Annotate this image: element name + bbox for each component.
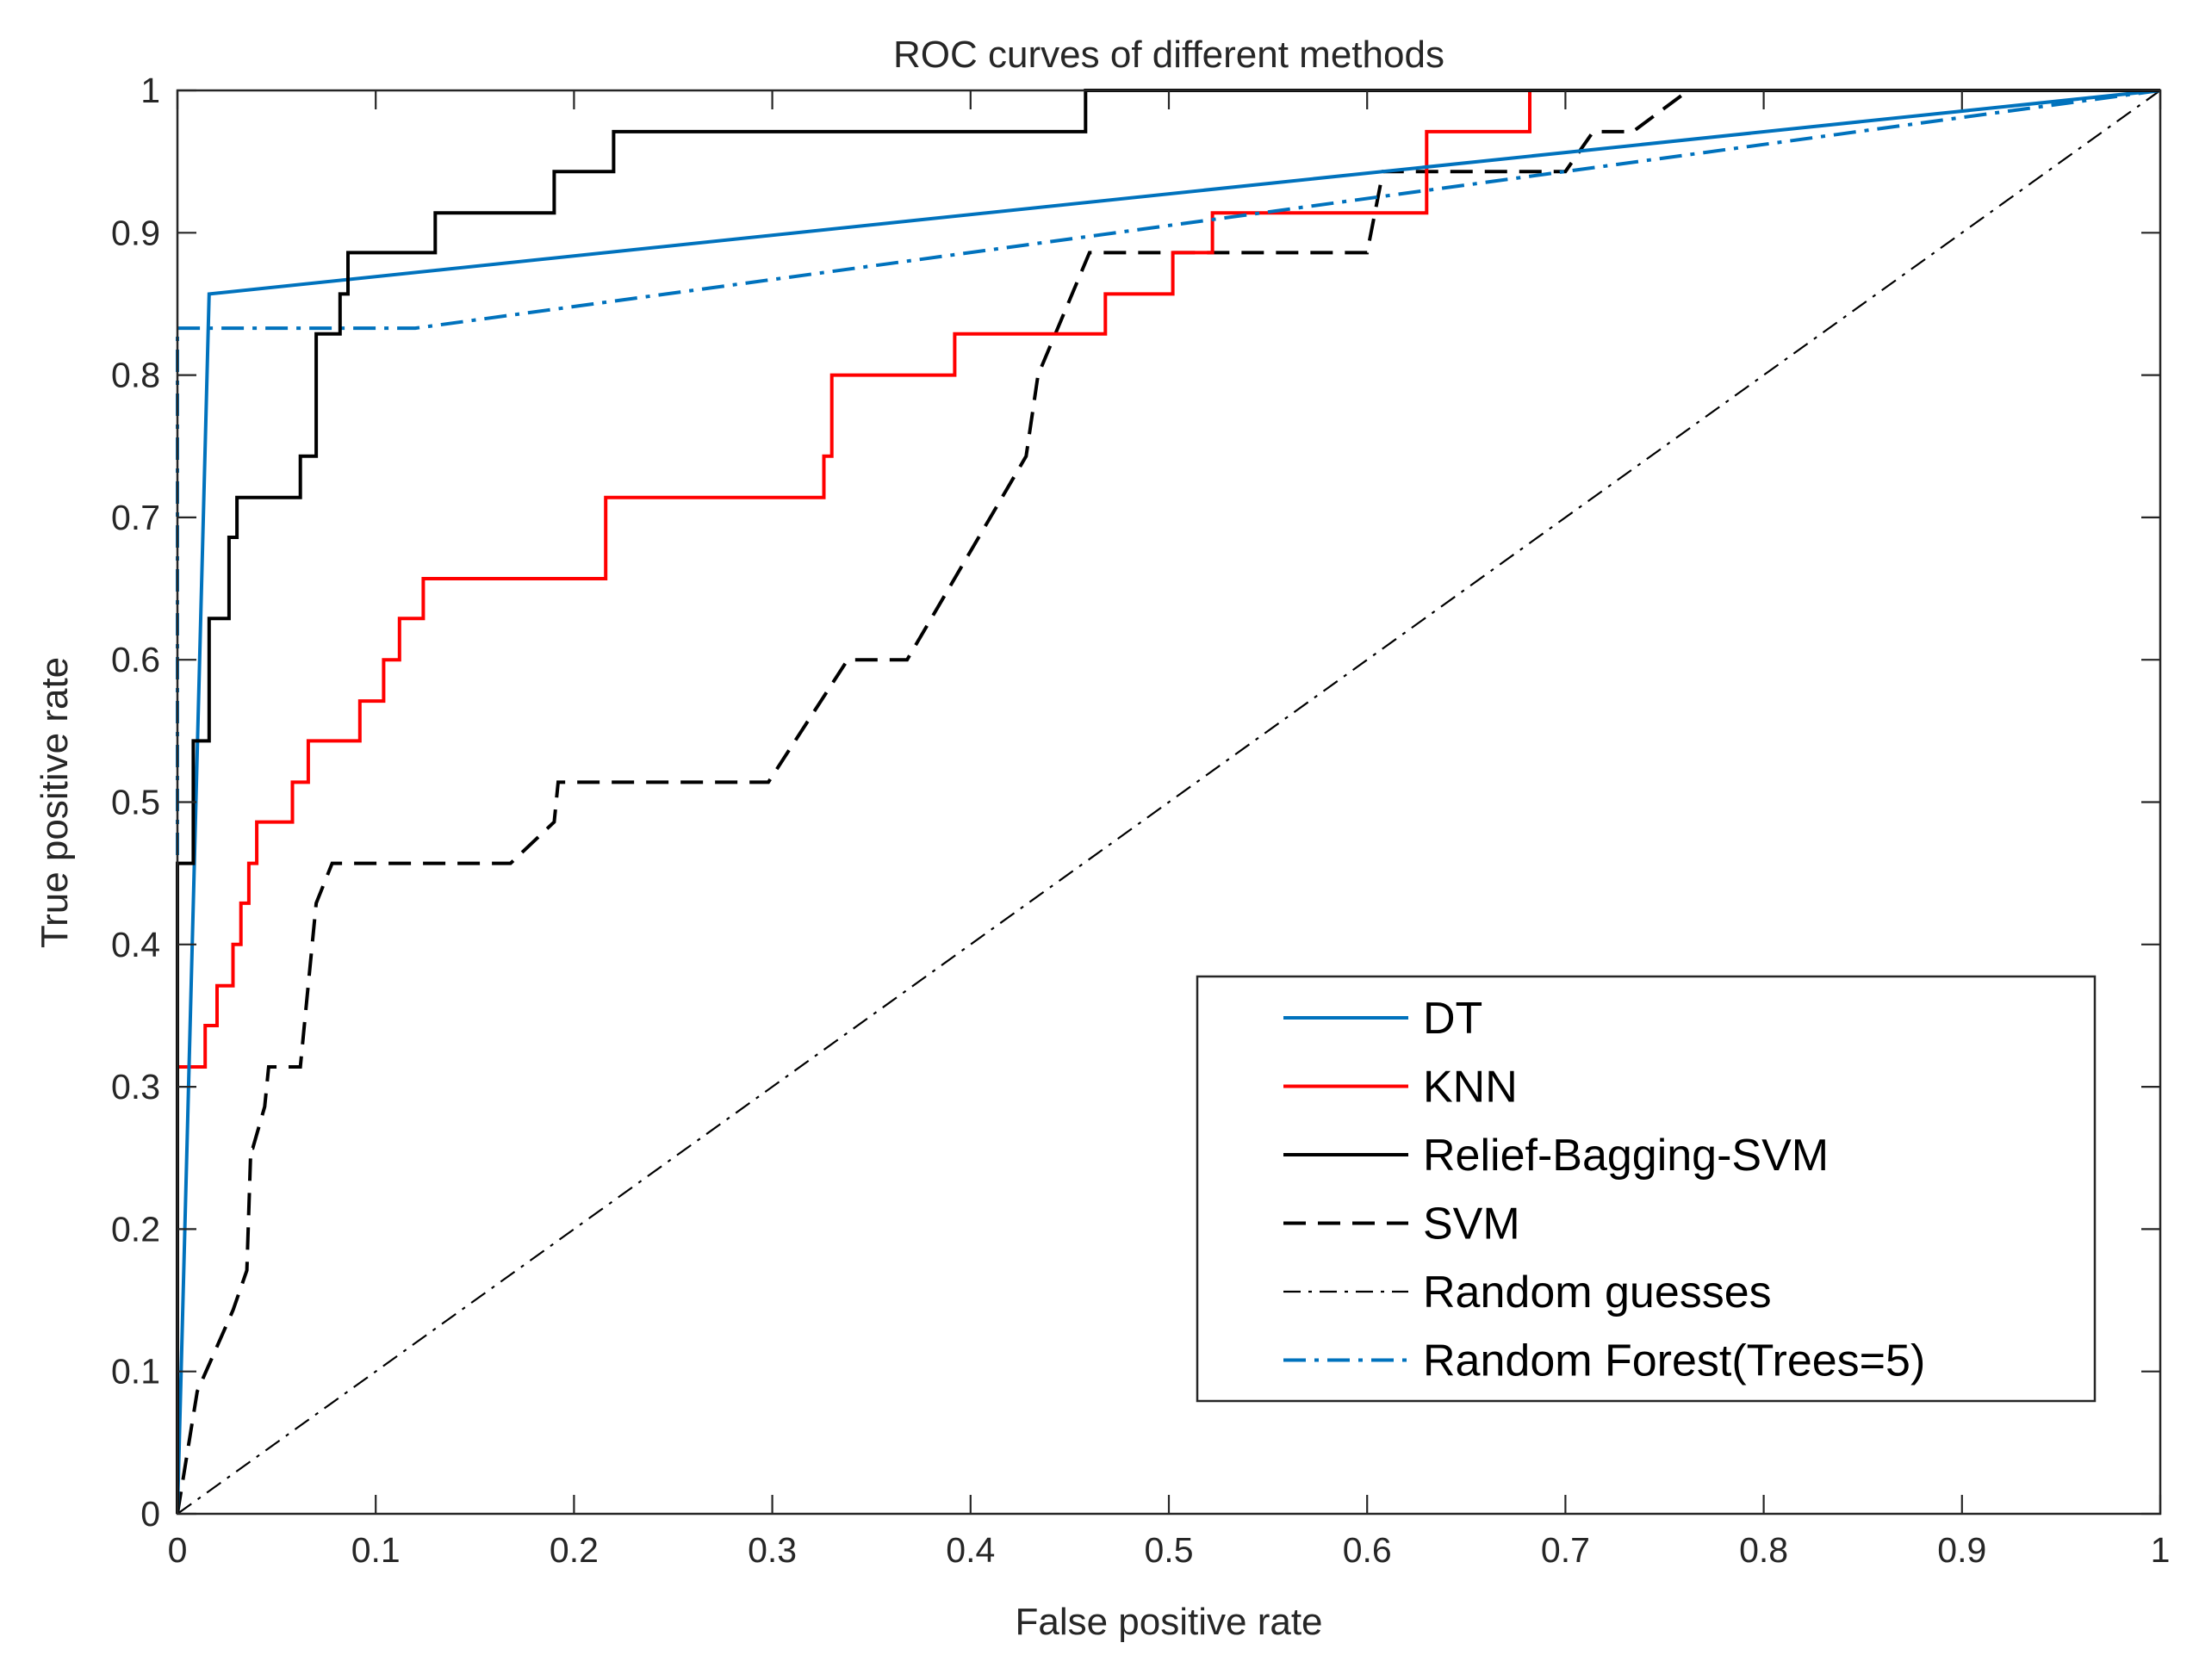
legend-box (1196, 975, 2097, 1403)
x-tick-label: 0.1 (351, 1530, 401, 1570)
legend-label: KNN (1423, 1063, 1518, 1113)
y-tick-label: 0.4 (111, 925, 160, 964)
x-tick-label: 0.9 (1937, 1530, 1986, 1570)
legend-label: DT (1423, 994, 1482, 1044)
x-tick-label: 0.4 (946, 1530, 995, 1570)
legend-label: SVM (1423, 1200, 1520, 1249)
series-line-random-guesses (177, 90, 2161, 1515)
y-tick-label: 0.6 (111, 640, 160, 679)
x-tick-label: 0.3 (748, 1530, 797, 1570)
y-tick-label: 0.9 (111, 213, 160, 252)
y-tick-label: 1 (140, 71, 160, 110)
y-tick-label: 0.1 (111, 1352, 160, 1392)
series-line-dt (176, 89, 2161, 1515)
series-line-svm (176, 89, 2160, 1515)
x-tick-label: 0.5 (1145, 1530, 1194, 1570)
legend-label: Random Forest(Trees=5) (1423, 1336, 1925, 1386)
y-tick-label: 0.3 (111, 1067, 160, 1107)
axes-layer: 0 0.1 0.2 0.3 0.4 0.5 0.6 0.7 0.8 0.9 1 0 0.1 0.2 0.3 0… (111, 71, 2170, 1570)
x-tick-label: 0.2 (550, 1530, 599, 1570)
series-line-knn (176, 89, 2160, 1514)
x-tick-label: 0.8 (1739, 1530, 1788, 1570)
y-axis-label: True positive rate (34, 657, 76, 948)
chart-title: ROC curves of different methods (893, 34, 1444, 76)
legend-label: Random guesses (1423, 1268, 1772, 1317)
y-tick-label: 0.8 (111, 356, 160, 395)
x-tick-label: 0.6 (1343, 1530, 1392, 1570)
x-tick-label: 1 (2151, 1530, 2171, 1570)
legend: DT KNN Relief-Bagging-SVM SVM Random guesses… (1196, 975, 2097, 1403)
series-line-relief-bagging-svm (176, 89, 2160, 1514)
x-axis-label: False positive rate (1015, 1601, 1322, 1643)
y-tick-label: 0.2 (111, 1209, 160, 1249)
y-tick-label: 0.5 (111, 783, 160, 822)
legend-label: Relief-Bagging-SVM (1423, 1131, 1829, 1181)
x-tick-label: 0.7 (1541, 1530, 1590, 1570)
x-tick-label: 0 (168, 1530, 188, 1570)
y-tick-label: 0.7 (111, 498, 160, 537)
y-tick-label: 0 (140, 1494, 160, 1534)
